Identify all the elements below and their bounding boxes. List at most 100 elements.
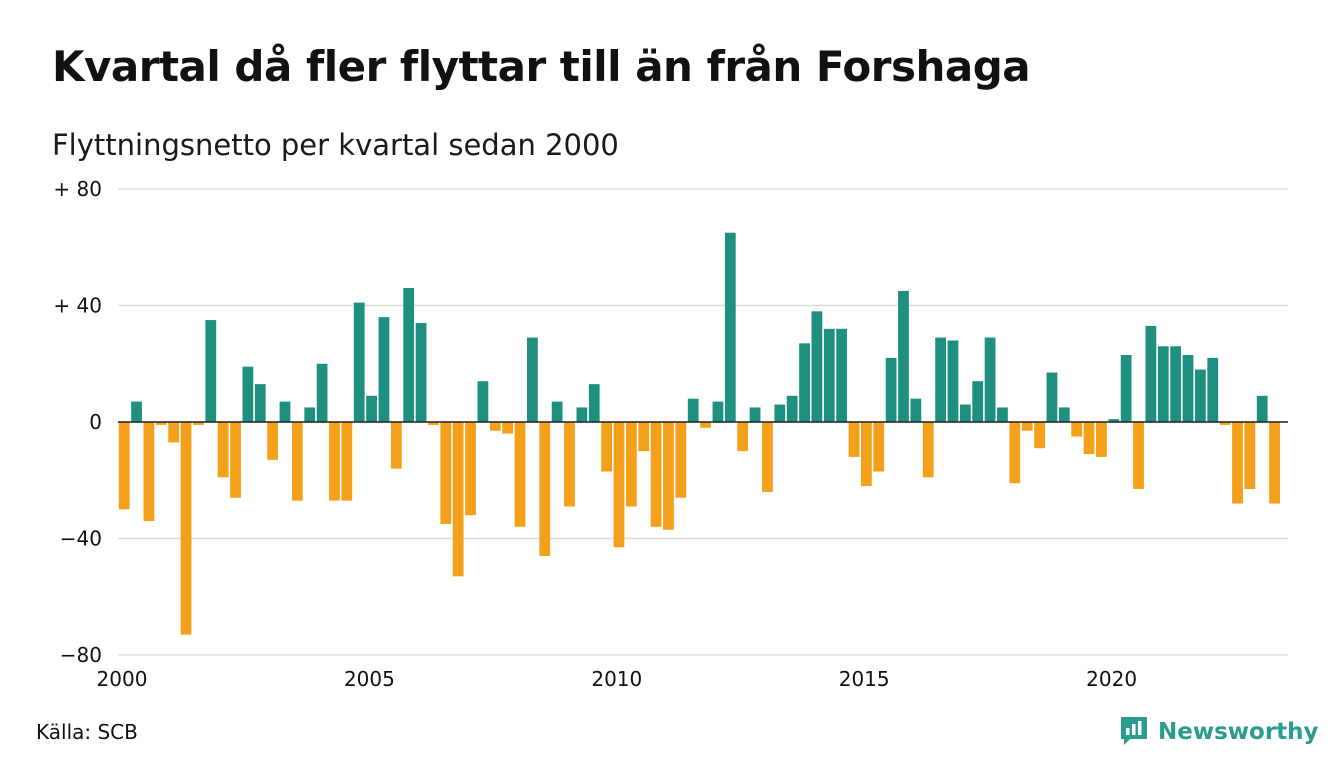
bar	[650, 422, 662, 527]
bar	[749, 407, 761, 422]
bar	[724, 232, 736, 422]
bar	[527, 337, 538, 422]
newsworthy-logo-icon	[1118, 714, 1150, 750]
bar	[1232, 422, 1243, 504]
bar	[254, 384, 266, 422]
bar	[564, 422, 575, 507]
bar	[1269, 422, 1280, 504]
bar	[972, 381, 984, 422]
bar	[291, 422, 303, 501]
bar	[1219, 422, 1231, 425]
bar	[1108, 419, 1120, 422]
y-tick-label: 0	[89, 410, 102, 434]
bar	[922, 422, 934, 478]
bar	[390, 422, 402, 469]
bar	[687, 398, 699, 422]
source-note: Källa: SCB	[36, 720, 138, 744]
bar	[625, 422, 637, 507]
bar	[836, 328, 848, 422]
bar	[143, 422, 155, 522]
bar	[873, 422, 885, 472]
bar	[935, 337, 946, 422]
bar	[118, 422, 130, 510]
bar	[428, 422, 439, 425]
bar	[1058, 407, 1070, 422]
brand-name: Newsworthy	[1158, 719, 1319, 745]
chart-subtitle: Flyttningsnetto per kvartal sedan 2000	[52, 128, 619, 162]
bar	[353, 302, 365, 422]
bar	[465, 422, 476, 516]
bar	[341, 422, 353, 501]
y-tick-label: −40	[60, 527, 102, 551]
bar	[588, 384, 600, 422]
bar	[1021, 422, 1033, 431]
bar	[811, 311, 823, 422]
bar	[267, 422, 279, 460]
bar	[1096, 422, 1107, 457]
bars	[118, 232, 1280, 635]
page-title: Kvartal då fler flyttar till än från For…	[52, 42, 1031, 91]
bar	[378, 317, 390, 422]
bar	[1207, 357, 1219, 422]
bar	[786, 395, 798, 422]
brand-logo[interactable]: Newsworthy	[1118, 714, 1319, 750]
bar	[1194, 369, 1206, 422]
bar	[823, 328, 835, 422]
x-tick-label: 2020	[1086, 667, 1137, 691]
y-tick-label: −80	[60, 643, 102, 667]
bar	[638, 422, 650, 452]
bar	[675, 422, 687, 498]
bar	[366, 395, 377, 422]
bar	[861, 422, 872, 487]
bar	[193, 422, 204, 425]
bar	[774, 404, 786, 422]
bar	[440, 422, 452, 524]
bar	[910, 398, 922, 422]
bar	[304, 407, 316, 422]
x-tick-label: 2015	[839, 667, 890, 691]
bar	[403, 288, 415, 422]
bar	[551, 401, 563, 422]
bar	[799, 343, 810, 422]
bar	[217, 422, 229, 478]
bar	[539, 422, 551, 556]
bar	[230, 422, 241, 498]
y-axis-ticks: + 80 + 40 0 −40 −80	[53, 177, 102, 667]
bar	[700, 422, 711, 428]
bar	[242, 366, 254, 422]
bar	[329, 422, 340, 501]
bar	[848, 422, 860, 457]
bar	[663, 422, 674, 530]
y-tick-label: + 40	[53, 294, 102, 318]
bar	[712, 401, 724, 422]
bar	[1071, 422, 1083, 437]
bar	[576, 407, 588, 422]
bar	[514, 422, 526, 527]
bar	[452, 422, 464, 577]
y-tick-label: + 80	[53, 177, 102, 201]
bar	[1120, 355, 1132, 422]
bar	[984, 337, 996, 422]
bar	[959, 404, 971, 422]
bar	[1034, 422, 1045, 449]
bar	[279, 401, 291, 422]
bar	[316, 363, 328, 422]
bar	[613, 422, 625, 548]
bar	[601, 422, 612, 472]
bar	[1046, 372, 1058, 422]
bar	[477, 381, 489, 422]
bar	[1145, 325, 1157, 422]
bar	[415, 322, 427, 422]
bar	[205, 320, 217, 422]
bar	[1244, 422, 1256, 489]
x-tick-label: 2010	[591, 667, 642, 691]
bar	[1009, 422, 1021, 484]
x-axis-ticks: 2000 2005 2010 2015 2020	[97, 667, 1138, 691]
x-tick-label: 2005	[344, 667, 395, 691]
bar	[737, 422, 749, 452]
bar	[898, 290, 909, 422]
bar	[885, 357, 897, 422]
x-tick-label: 2000	[97, 667, 148, 691]
bar	[1170, 346, 1182, 422]
bar	[155, 422, 167, 425]
